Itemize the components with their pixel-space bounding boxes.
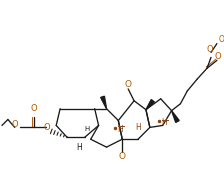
Polygon shape <box>146 100 154 110</box>
Text: H: H <box>161 118 166 127</box>
Text: O: O <box>30 104 37 113</box>
Text: H: H <box>84 126 89 132</box>
Text: O: O <box>43 123 50 132</box>
Text: H: H <box>117 125 123 134</box>
Text: O: O <box>215 52 221 61</box>
Text: O: O <box>207 45 213 54</box>
Text: O: O <box>11 120 18 129</box>
Text: O: O <box>125 80 132 89</box>
Polygon shape <box>172 111 179 122</box>
Text: H: H <box>76 143 82 152</box>
Polygon shape <box>101 96 106 109</box>
Text: H: H <box>135 123 141 132</box>
Text: O: O <box>119 153 126 161</box>
Text: O: O <box>219 35 224 44</box>
